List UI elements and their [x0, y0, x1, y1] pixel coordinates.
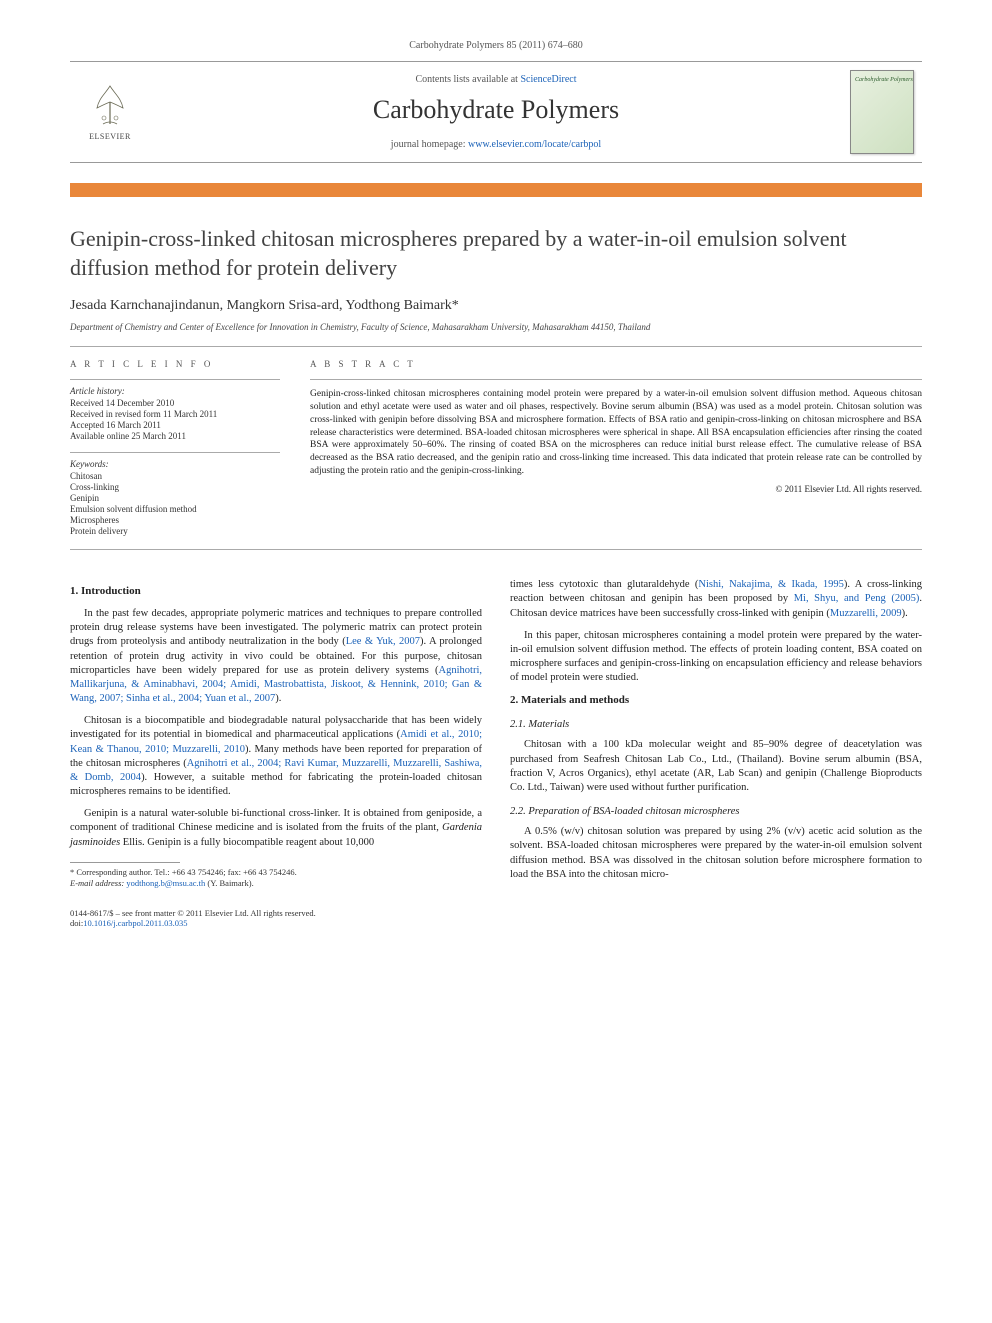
citation-link[interactable]: Nishi, Nakajima, & Ikada, 1995 — [698, 579, 843, 590]
history-revised: Received in revised form 11 March 2011 — [70, 409, 280, 419]
journal-cover-thumbnail — [850, 70, 914, 154]
masthead: ELSEVIER Contents lists available at Sci… — [70, 61, 922, 163]
divider — [70, 549, 922, 550]
doi-label: doi: — [70, 918, 83, 928]
affiliation: Department of Chemistry and Center of Ex… — [70, 322, 922, 332]
body-paragraph: In this paper, chitosan microspheres con… — [510, 629, 922, 686]
elsevier-tree-icon — [87, 80, 133, 130]
citation-link[interactable]: Mi, Shyu, and Peng (2005) — [794, 593, 920, 604]
body-paragraph: Chitosan with a 100 kDa molecular weight… — [510, 738, 922, 795]
body-paragraph: Chitosan is a biocompatible and biodegra… — [70, 714, 482, 799]
keyword: Chitosan — [70, 471, 280, 481]
body-text: times less cytotoxic than glutaraldehyde… — [510, 579, 698, 590]
abstract-copyright: © 2011 Elsevier Ltd. All rights reserved… — [310, 484, 922, 494]
article-info-block: A R T I C L E I N F O Article history: R… — [70, 359, 280, 537]
sciencedirect-link[interactable]: ScienceDirect — [520, 74, 576, 85]
history-received: Received 14 December 2010 — [70, 398, 280, 408]
article-info-heading: A R T I C L E I N F O — [70, 359, 280, 369]
article-title: Genipin-cross-linked chitosan microspher… — [70, 225, 922, 282]
body-paragraph: A 0.5% (w/v) chitosan solution was prepa… — [510, 825, 922, 882]
body-columns: 1. Introduction In the past few decades,… — [70, 578, 922, 890]
corresponding-author-footnote: * Corresponding author. Tel.: +66 43 754… — [70, 867, 482, 889]
divider — [310, 379, 922, 380]
journal-homepage: journal homepage: www.elsevier.com/locat… — [150, 139, 842, 150]
body-paragraph: Genipin is a natural water-soluble bi-fu… — [70, 807, 482, 850]
contents-line: Contents lists available at ScienceDirec… — [150, 74, 842, 85]
subsection-heading: 2.1. Materials — [510, 718, 922, 732]
contents-prefix: Contents lists available at — [415, 74, 520, 85]
keyword: Protein delivery — [70, 526, 280, 536]
citation-link[interactable]: Lee & Yuk, 2007 — [346, 636, 420, 647]
body-text: ). — [902, 608, 908, 619]
email-tail: (Y. Baimark). — [205, 878, 253, 888]
history-accepted: Accepted 16 March 2011 — [70, 420, 280, 430]
keywords-heading: Keywords: — [70, 459, 280, 469]
abstract-heading: A B S T R A C T — [310, 359, 922, 369]
journal-reference: Carbohydrate Polymers 85 (2011) 674–680 — [70, 40, 922, 51]
subsection-heading: 2.2. Preparation of BSA-loaded chitosan … — [510, 805, 922, 819]
accent-bar — [70, 183, 922, 197]
page-footer: 0144-8617/$ – see front matter © 2011 El… — [70, 908, 922, 928]
issn-line: 0144-8617/$ – see front matter © 2011 El… — [70, 908, 922, 918]
history-online: Available online 25 March 2011 — [70, 431, 280, 441]
body-text: Genipin is a natural water-soluble bi-fu… — [70, 808, 482, 833]
email-link[interactable]: yodthong.b@msu.ac.th — [126, 878, 205, 888]
email-label: E-mail address: — [70, 878, 126, 888]
divider — [70, 379, 280, 380]
keyword: Emulsion solvent diffusion method — [70, 504, 280, 514]
footnote-divider — [70, 862, 180, 863]
authors: Jesada Karnchanajindanun, Mangkorn Srisa… — [70, 298, 922, 314]
history-heading: Article history: — [70, 386, 280, 396]
homepage-link[interactable]: www.elsevier.com/locate/carbpol — [468, 139, 601, 150]
body-text: ). — [275, 693, 281, 704]
doi-link[interactable]: 10.1016/j.carbpol.2011.03.035 — [83, 918, 187, 928]
section-heading: 2. Materials and methods — [510, 693, 922, 708]
keyword: Cross-linking — [70, 482, 280, 492]
citation-link[interactable]: Muzzarelli, 2009 — [830, 608, 902, 619]
divider — [70, 452, 280, 453]
divider — [70, 346, 922, 347]
footnote-line: * Corresponding author. Tel.: +66 43 754… — [70, 867, 482, 878]
keyword: Genipin — [70, 493, 280, 503]
abstract-block: A B S T R A C T Genipin-cross-linked chi… — [310, 359, 922, 537]
publisher-name: ELSEVIER — [89, 132, 131, 141]
homepage-prefix: journal homepage: — [391, 139, 468, 150]
abstract-text: Genipin-cross-linked chitosan microspher… — [310, 388, 922, 478]
body-text: Ellis. Genipin is a fully biocompatible … — [120, 837, 374, 848]
body-paragraph: In the past few decades, appropriate pol… — [70, 607, 482, 706]
section-heading: 1. Introduction — [70, 584, 482, 599]
publisher-logo-block: ELSEVIER — [70, 80, 150, 145]
keyword: Microspheres — [70, 515, 280, 525]
body-paragraph: times less cytotoxic than glutaraldehyde… — [510, 578, 922, 621]
journal-name: Carbohydrate Polymers — [150, 95, 842, 125]
